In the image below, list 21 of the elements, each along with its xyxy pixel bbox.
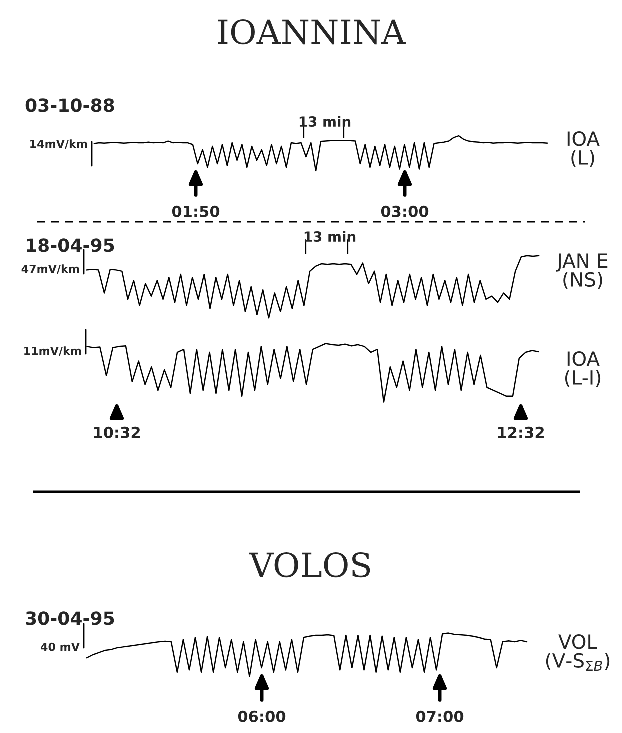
series-label: IOA (L-I) [565, 352, 601, 388]
text: 13 min [300, 116, 351, 128]
text: 10:32 [94, 426, 140, 438]
text: 03:00 [381, 206, 429, 218]
chart-title: VOLOS [249, 552, 370, 578]
series-label: VOL (V-S$_{ΣB}$) [546, 634, 610, 671]
chart-subtitle: 03-10-88 [26, 98, 114, 112]
text: 14mV/km [30, 140, 88, 150]
text: 07:00 [416, 710, 464, 722]
text: 12:32 [498, 426, 544, 438]
chart-subtitle: 18-04-95 [27, 238, 114, 252]
series-label: IOA (L) [568, 132, 600, 168]
chart-title: IOANNINA [218, 19, 406, 45]
text: 47mV/km [22, 264, 80, 274]
series-label: JAN E (NS) [556, 254, 608, 290]
text: 01:50 [172, 206, 220, 218]
chart-subtitle: 30-04-95 [26, 612, 114, 626]
text: 13 min [304, 231, 356, 242]
text: 06:00 [238, 710, 286, 722]
text: 11mV/km [24, 346, 82, 356]
text: 40 mV [40, 642, 80, 652]
